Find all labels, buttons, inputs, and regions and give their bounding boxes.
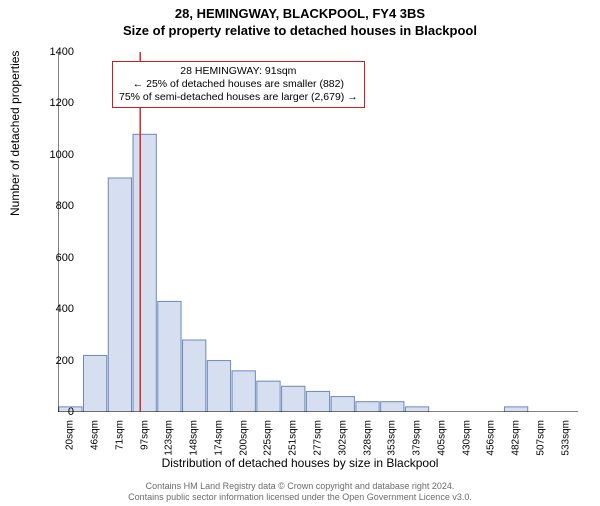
x-tick: 71sqm	[114, 420, 125, 450]
x-tick: 328sqm	[362, 420, 373, 456]
y-axis-label: Number of detached properties	[8, 51, 22, 216]
x-tick: 533sqm	[560, 420, 571, 456]
x-tick: 482sqm	[511, 420, 522, 456]
y-tick: 200	[56, 355, 74, 367]
x-axis-label: Distribution of detached houses by size …	[0, 456, 600, 470]
x-tick: 200sqm	[238, 420, 249, 456]
x-tick: 430sqm	[461, 420, 472, 456]
x-tick: 302sqm	[337, 420, 348, 456]
y-tick: 600	[56, 252, 74, 264]
x-tick: 251sqm	[288, 420, 299, 456]
info-box: 28 HEMINGWAY: 91sqm ← 25% of detached ho…	[112, 61, 365, 108]
footer-line-1: Contains HM Land Registry data © Crown c…	[0, 481, 600, 492]
x-tick: 225sqm	[263, 420, 274, 456]
x-tick: 123sqm	[164, 420, 175, 456]
x-tick: 174sqm	[213, 420, 224, 456]
info-line-1: 28 HEMINGWAY: 91sqm	[119, 65, 358, 78]
info-line-2: ← 25% of detached houses are smaller (88…	[119, 78, 358, 91]
y-tick: 0	[68, 406, 74, 418]
x-tick: 46sqm	[90, 420, 101, 450]
page-title-2: Size of property relative to detached ho…	[0, 23, 600, 38]
x-tick: 353sqm	[387, 420, 398, 456]
x-tick: 20sqm	[65, 420, 76, 450]
x-tick: 379sqm	[412, 420, 423, 456]
footer-line-2: Contains public sector information licen…	[0, 492, 600, 503]
y-tick: 1400	[50, 46, 74, 58]
x-tick: 507sqm	[535, 420, 546, 456]
x-tick: 456sqm	[486, 420, 497, 456]
x-tick: 97sqm	[139, 420, 150, 450]
info-line-3: 75% of semi-detached houses are larger (…	[119, 91, 358, 104]
x-tick: 405sqm	[436, 420, 447, 456]
x-tick: 277sqm	[313, 420, 324, 456]
page-title-1: 28, HEMINGWAY, BLACKPOOL, FY4 3BS	[0, 6, 600, 21]
y-tick: 1000	[50, 149, 74, 161]
y-tick: 1200	[50, 97, 74, 109]
y-tick: 400	[56, 303, 74, 315]
y-tick: 800	[56, 200, 74, 212]
x-tick: 148sqm	[189, 420, 200, 456]
